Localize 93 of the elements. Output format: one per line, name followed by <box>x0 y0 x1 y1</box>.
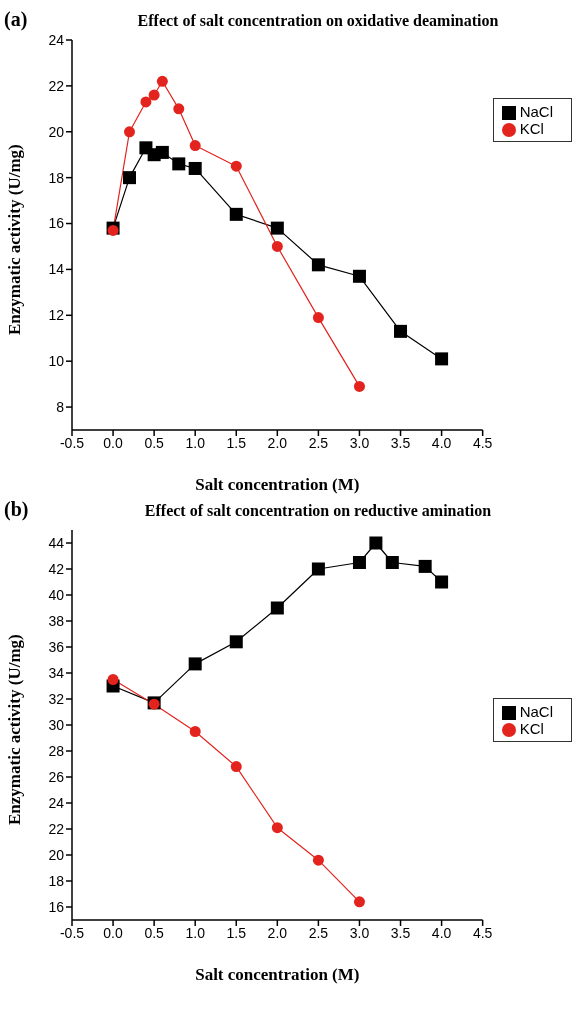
point <box>270 221 284 235</box>
y-tick-label: 28 <box>48 742 65 759</box>
x-tick-label: 3.0 <box>349 924 370 941</box>
x-tick-label: 0.0 <box>103 924 124 941</box>
y-tick-label: 14 <box>48 261 65 278</box>
x-tick-label: 0.5 <box>144 434 165 451</box>
x-tick-label: 3.5 <box>390 924 411 941</box>
y-tick-label: 38 <box>48 612 65 629</box>
y-tick-label: 30 <box>48 716 65 733</box>
point <box>385 556 399 569</box>
y-axis-title: Enzymatic activity (U/mg) <box>5 634 25 825</box>
x-tick-label: 4.0 <box>431 434 452 451</box>
x-tick-label: 2.5 <box>308 434 329 451</box>
y-tick-label: 44 <box>48 534 65 551</box>
y-tick-label: 26 <box>48 768 65 785</box>
x-tick-label: 3.5 <box>390 434 411 451</box>
y-axis-title: Enzymatic activity (U/mg) <box>5 144 25 335</box>
x-tick-label: 2.5 <box>308 924 329 941</box>
point <box>435 352 449 366</box>
legend-label: KCl <box>519 720 544 738</box>
x-tick-label: 4.5 <box>472 924 493 941</box>
chart-title: Effect of salt concentration on reductive amination <box>143 502 493 520</box>
x-tick-label: 0.5 <box>144 924 165 941</box>
x-tick-label: 1.0 <box>185 434 206 451</box>
point <box>418 559 432 573</box>
point <box>123 126 135 138</box>
y-tick-label: 18 <box>48 169 65 186</box>
point <box>353 380 365 392</box>
y-tick-label: 8 <box>56 399 65 416</box>
x-axis-title: Salt concentration (M) <box>195 475 360 494</box>
x-tick-label: 1.0 <box>185 924 206 941</box>
point <box>369 536 383 550</box>
y-tick-label: 32 <box>48 690 65 707</box>
point <box>155 145 169 159</box>
x-tick-label: 1.5 <box>226 434 247 451</box>
y-tick-label: 12 <box>48 307 65 324</box>
y-tick-label: 24 <box>48 31 65 48</box>
point <box>229 207 243 221</box>
x-axis-title: Salt concentration (M) <box>195 965 360 984</box>
point <box>122 171 136 185</box>
point <box>394 324 408 338</box>
point <box>230 761 242 773</box>
point <box>188 161 202 175</box>
y-tick-label: 10 <box>48 353 65 370</box>
x-tick-label: 3.0 <box>349 434 370 451</box>
point <box>435 575 449 589</box>
x-tick-label: 1.5 <box>226 924 247 941</box>
point <box>188 657 202 671</box>
point <box>189 140 201 152</box>
point <box>230 160 242 172</box>
y-tick-label: 24 <box>48 794 65 811</box>
y-tick-label: 36 <box>48 638 65 655</box>
point <box>172 157 186 171</box>
y-tick-label: 20 <box>48 846 65 863</box>
point <box>140 96 152 108</box>
point <box>270 601 284 615</box>
x-tick-label: 4.5 <box>472 434 493 451</box>
legend-label: KCl <box>519 120 544 138</box>
x-tick-label: 2.0 <box>267 434 288 451</box>
point <box>189 726 201 737</box>
legend-label: NaCl <box>519 703 553 720</box>
point <box>148 89 160 101</box>
y-tick-label: 16 <box>48 898 65 915</box>
point <box>312 854 324 866</box>
text: (b) <box>4 498 29 521</box>
point <box>271 822 283 834</box>
y-tick-label: 16 <box>48 215 65 232</box>
text: (a) <box>4 8 28 31</box>
point <box>353 896 365 908</box>
y-tick-label: 34 <box>48 664 65 681</box>
point <box>311 562 325 576</box>
x-tick-label: -0.5 <box>59 924 85 941</box>
point <box>271 240 283 252</box>
x-tick-label: 0.0 <box>103 434 124 451</box>
point <box>352 556 366 569</box>
point <box>107 674 119 685</box>
x-tick-label: 2.0 <box>267 924 288 941</box>
legend-label: NaCl <box>519 103 553 120</box>
y-tick-label: 20 <box>48 123 65 140</box>
y-tick-label: 22 <box>48 77 65 94</box>
y-tick-label: 40 <box>48 586 65 603</box>
y-tick-label: 42 <box>48 560 65 577</box>
point <box>173 103 185 115</box>
point <box>229 635 243 649</box>
chart-title: Effect of salt concentration on oxidative deamination <box>136 12 500 30</box>
y-tick-label: 22 <box>48 820 65 837</box>
point <box>352 269 366 283</box>
x-tick-label: 4.0 <box>431 924 452 941</box>
point <box>156 75 168 87</box>
point <box>312 312 324 324</box>
x-tick-label: -0.5 <box>59 434 85 451</box>
y-tick-label: 18 <box>48 872 65 889</box>
point <box>311 258 325 272</box>
